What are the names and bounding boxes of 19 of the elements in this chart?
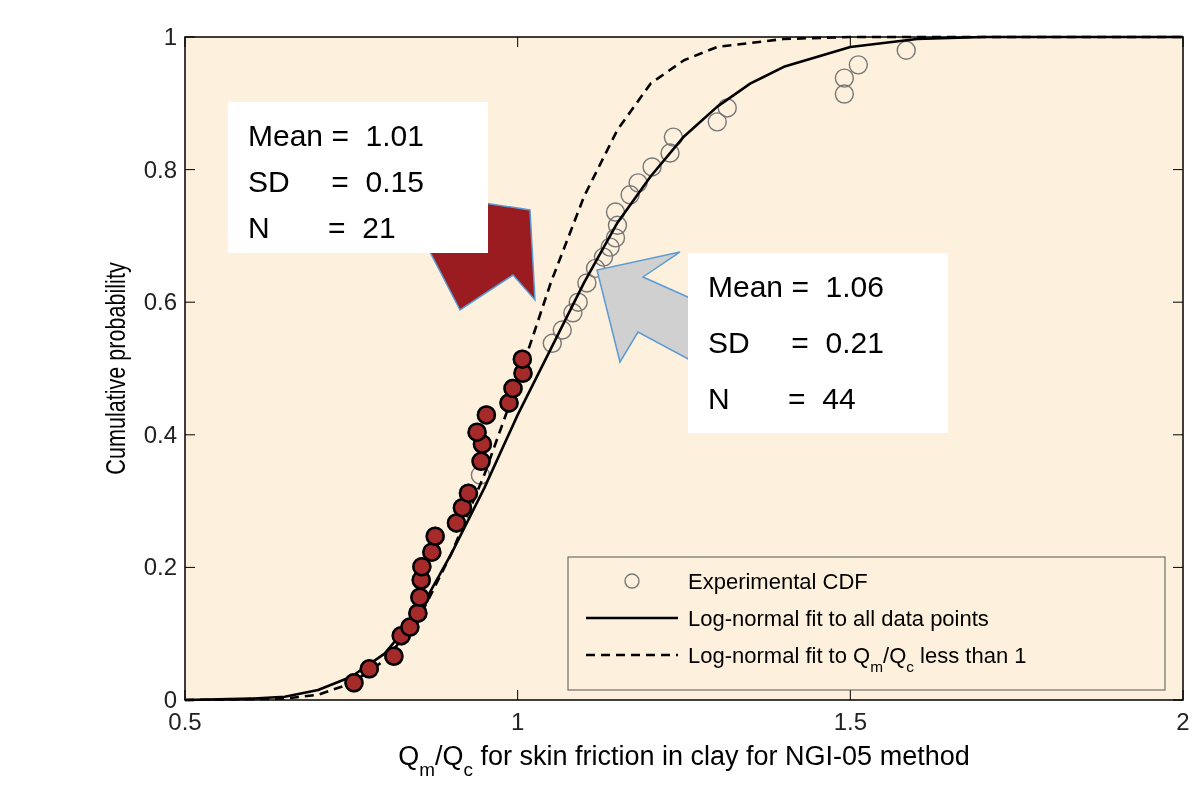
x-tick-label: 2 [1176, 708, 1190, 735]
annotation: Mean = 1.06 [708, 270, 884, 303]
y-tick-label: 0.2 [143, 553, 177, 581]
legend-label: Experimental CDF [688, 569, 868, 594]
y-tick-label: 0.4 [143, 420, 177, 448]
x-tick-label: 1.5 [833, 708, 868, 735]
y-tick-label: 0.6 [143, 288, 177, 316]
annotation: Mean = 1.01 [248, 119, 424, 152]
x-axis-title: Q$_{m}$/Q$_{c}$ for skin friction in clay for NGI-05 method [398, 741, 970, 780]
legend-label: Log-normal fit to all data points [688, 606, 989, 631]
annotation: N = 44 [708, 382, 856, 415]
legend-label: Log-normal fit to Q$_{m}$/Q$_{c}$ less than 1 [688, 643, 1027, 675]
annotation: SD = 0.15 [248, 165, 424, 198]
x-tick-label: 1 [510, 708, 525, 735]
y-tick-label: 1 [163, 23, 177, 50]
y-axis-title: Cumulative probability [100, 261, 131, 475]
y-tick-label: 0.8 [143, 155, 177, 183]
annotation: SD = 0.21 [708, 326, 884, 359]
annotation: N = 21 [248, 211, 396, 244]
